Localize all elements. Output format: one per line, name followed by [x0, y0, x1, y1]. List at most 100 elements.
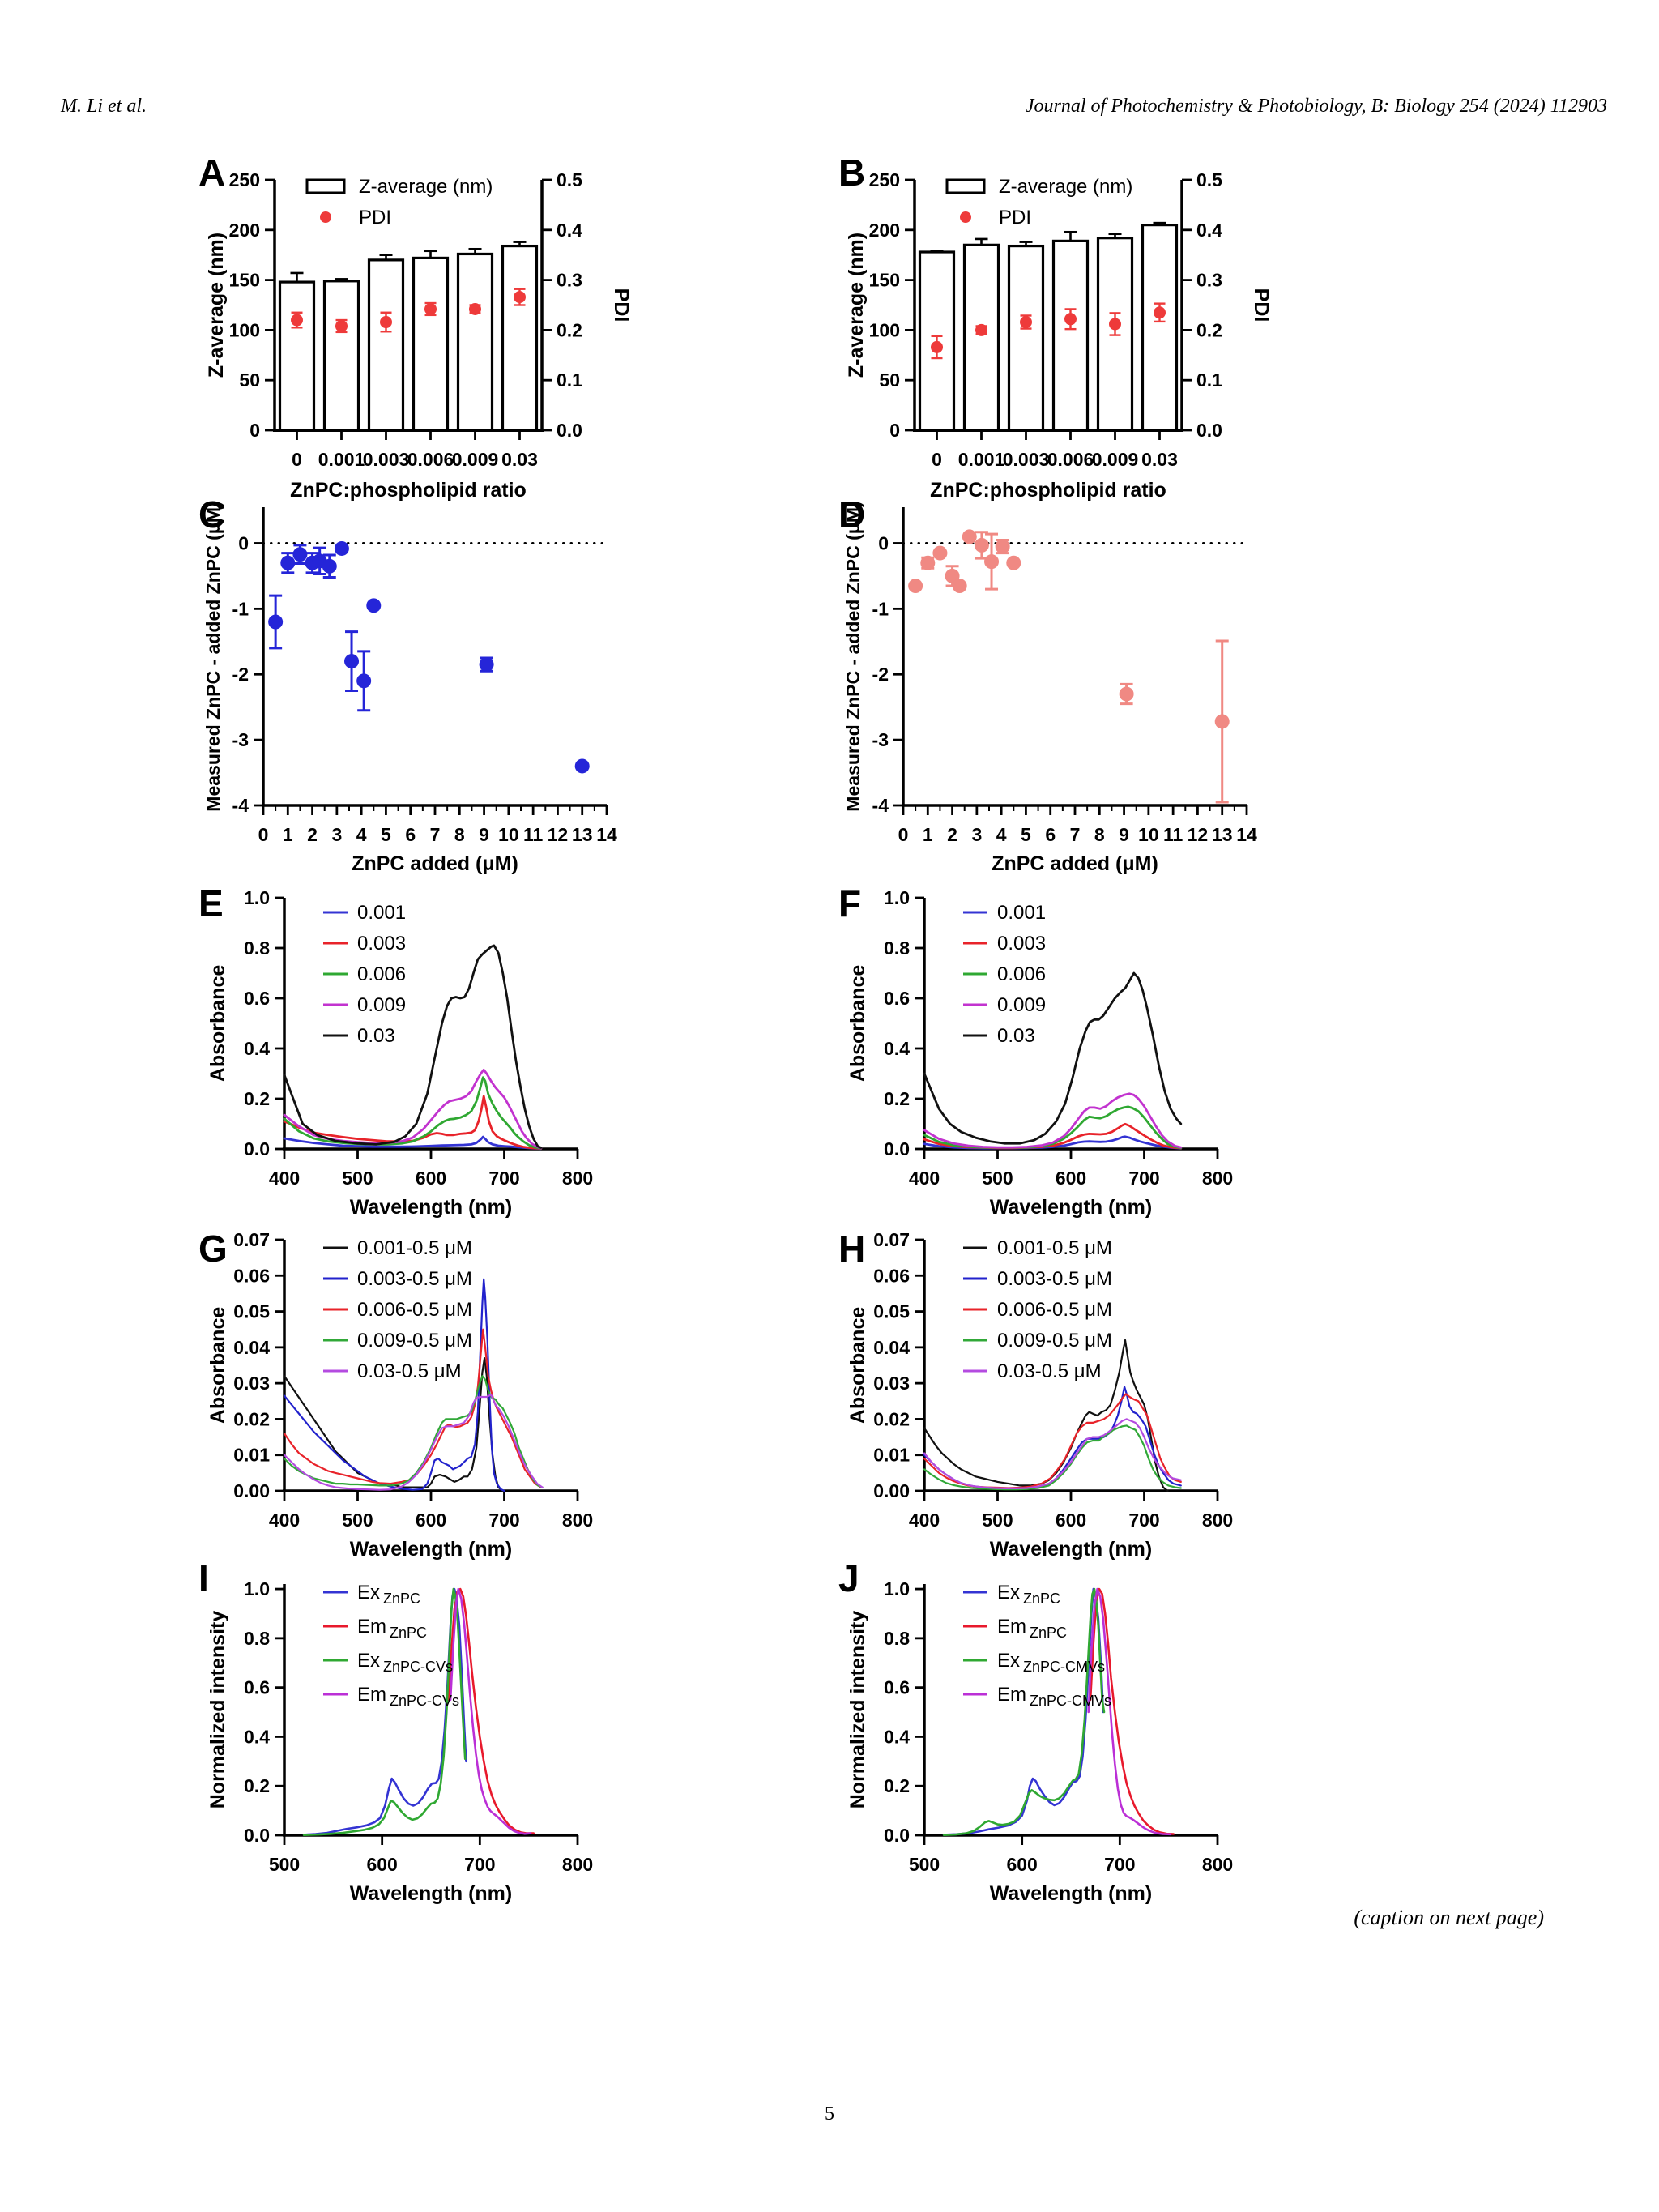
- svg-text:0.003: 0.003: [1003, 449, 1050, 470]
- panel-B-letter: B: [838, 152, 866, 194]
- svg-text:Absorbance: Absorbance: [847, 1307, 869, 1424]
- svg-text:400: 400: [909, 1168, 940, 1189]
- svg-text:0.2: 0.2: [244, 1088, 270, 1109]
- svg-text:0.2: 0.2: [884, 1775, 910, 1796]
- svg-text:0.1: 0.1: [1196, 369, 1222, 391]
- svg-text:0.006: 0.006: [357, 963, 406, 985]
- panel-G-chart: 0.00 0.01 0.02 0.03 0.04 0.05 0.06 0.07 400 500 60…: [207, 1230, 593, 1561]
- svg-text:0.001-0.5 μM: 0.001-0.5 μM: [997, 1237, 1112, 1259]
- svg-text:5: 5: [1021, 824, 1031, 845]
- svg-text:200: 200: [869, 220, 900, 241]
- svg-text:11: 11: [523, 824, 544, 845]
- panel-E-letter: E: [198, 882, 224, 925]
- svg-text:Wavelength (nm): Wavelength (nm): [350, 1882, 512, 1905]
- svg-text:13: 13: [572, 824, 593, 845]
- svg-text:4: 4: [356, 824, 367, 845]
- caption-note: (caption on next page): [1354, 1906, 1544, 1929]
- svg-text:0.00: 0.00: [233, 1480, 270, 1501]
- svg-text:0.003: 0.003: [357, 933, 406, 954]
- svg-text:0.001: 0.001: [318, 449, 365, 470]
- series-Em-ZnPC: [1089, 1587, 1175, 1835]
- panel-J-letter: J: [838, 1557, 859, 1599]
- svg-text:0.006-0.5 μM: 0.006-0.5 μM: [357, 1299, 472, 1321]
- svg-text:0.003: 0.003: [363, 449, 410, 470]
- svg-text:500: 500: [982, 1510, 1013, 1531]
- svg-text:10: 10: [1138, 824, 1159, 845]
- svg-text:0: 0: [878, 532, 889, 553]
- svg-text:2: 2: [947, 824, 957, 845]
- svg-text:1: 1: [283, 824, 293, 845]
- svg-text:Absorbance: Absorbance: [207, 965, 229, 1083]
- svg-text:0.001-0.5 μM: 0.001-0.5 μM: [357, 1237, 472, 1259]
- chart-body-J: 0.0 0.2 0.4 0.6 0.8 1.0 500 600 700 800 Wavelength…: [847, 1578, 1233, 1905]
- svg-text:0.03: 0.03: [1141, 449, 1178, 470]
- svg-text:0.2: 0.2: [884, 1088, 910, 1109]
- panel-G-letter: G: [198, 1228, 228, 1270]
- svg-text:0.8: 0.8: [244, 937, 270, 959]
- svg-text:0: 0: [889, 420, 900, 441]
- svg-text:PDI: PDI: [1250, 288, 1273, 322]
- svg-text:5: 5: [381, 824, 391, 845]
- panel-H-letter: H: [838, 1228, 866, 1270]
- svg-text:800: 800: [1202, 1168, 1233, 1189]
- svg-text:0.009-0.5 μM: 0.009-0.5 μM: [357, 1330, 472, 1352]
- series-Em-ZnPC-CMVs: [1087, 1587, 1172, 1836]
- svg-text:0.6: 0.6: [244, 988, 270, 1009]
- svg-text:0.006: 0.006: [407, 449, 454, 470]
- series-0.03-0.5 μM: [923, 1418, 1182, 1489]
- svg-text:0.6: 0.6: [884, 988, 910, 1009]
- svg-text:0.2: 0.2: [1196, 319, 1222, 340]
- series-0.009-0.5 μM: [283, 1375, 544, 1488]
- svg-text:Normalized intensity: Normalized intensity: [847, 1611, 869, 1809]
- svg-text:13: 13: [1212, 824, 1233, 845]
- svg-text:0.07: 0.07: [873, 1230, 910, 1250]
- chart-body-H: 0.00 0.01 0.02 0.03 0.04 0.05 0.06 0.07 400 500 60…: [847, 1230, 1233, 1561]
- svg-text:0.3: 0.3: [1196, 270, 1222, 291]
- svg-text:0.03: 0.03: [873, 1373, 910, 1394]
- svg-text:800: 800: [562, 1168, 593, 1189]
- svg-text:0.02: 0.02: [873, 1408, 910, 1429]
- svg-text:0.0: 0.0: [884, 1825, 910, 1846]
- svg-text:Wavelength (nm): Wavelength (nm): [350, 1538, 512, 1561]
- panel-D-letter: D: [838, 493, 866, 536]
- svg-text:2: 2: [307, 824, 318, 845]
- svg-text:400: 400: [909, 1510, 940, 1531]
- svg-text:700: 700: [488, 1510, 519, 1531]
- svg-text:700: 700: [488, 1168, 519, 1189]
- svg-text:0.009: 0.009: [997, 994, 1046, 1016]
- panel-I-letter: I: [198, 1557, 209, 1599]
- svg-text:0.04: 0.04: [873, 1337, 910, 1358]
- svg-text:100: 100: [229, 319, 260, 340]
- panel-E-chart: 0.0 0.2 0.4 0.6 0.8 1.0 400 500 600 700 800 Wavelen…: [207, 887, 593, 1219]
- svg-text:700: 700: [464, 1854, 495, 1875]
- svg-text:0.6: 0.6: [884, 1677, 910, 1698]
- svg-text:0.0: 0.0: [244, 1138, 270, 1159]
- svg-text:0.003-0.5 μM: 0.003-0.5 μM: [357, 1268, 472, 1290]
- panel-C: C 0 -1 -2 -3 -4 0 1 2 3 4 5 6 7 8 9 10 11 12 13 14 ZnPC adde…: [198, 496, 830, 885]
- svg-text:6: 6: [1045, 824, 1056, 845]
- svg-text:600: 600: [1006, 1854, 1037, 1875]
- svg-text:1.0: 1.0: [884, 1578, 910, 1599]
- svg-text:500: 500: [269, 1854, 300, 1875]
- svg-text:0.07: 0.07: [233, 1230, 270, 1250]
- svg-text:0.06: 0.06: [233, 1265, 270, 1286]
- svg-text:100: 100: [869, 319, 900, 340]
- svg-text:0: 0: [249, 420, 260, 441]
- svg-text:PDI: PDI: [610, 288, 633, 322]
- svg-text:0.5: 0.5: [557, 169, 582, 190]
- svg-text:Wavelength (nm): Wavelength (nm): [990, 1538, 1152, 1561]
- panel-F-letter: F: [838, 882, 862, 925]
- svg-text:600: 600: [1056, 1168, 1086, 1189]
- page-number: 5: [825, 2103, 834, 2124]
- svg-text:0.03: 0.03: [997, 1025, 1035, 1047]
